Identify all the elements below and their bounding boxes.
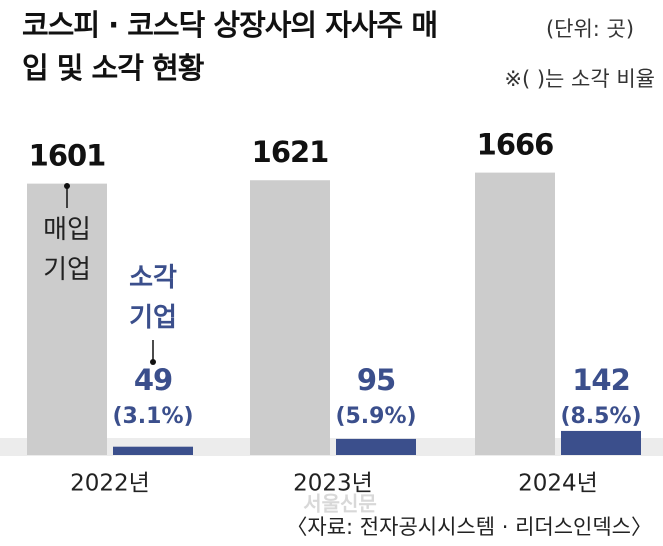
ratio-label: (5.9%) xyxy=(335,404,416,429)
source: 〈자료: 전자공시시스템 · 리더스인덱스〉 xyxy=(286,515,652,539)
bar xyxy=(336,438,416,455)
legend-label: 매입 기업 xyxy=(43,215,91,285)
value-label: 1621 xyxy=(252,135,329,169)
bar xyxy=(561,430,641,455)
x-tick-label: 2022년 xyxy=(70,471,150,497)
unit-note: (단위: 곳) xyxy=(546,17,634,41)
value-label: 142 xyxy=(572,363,630,397)
bar xyxy=(113,446,193,455)
x-tick-label: 2023년 xyxy=(293,471,373,497)
value-label: 1666 xyxy=(477,128,554,162)
watermark: 서울신문 xyxy=(303,492,377,516)
value-label: 95 xyxy=(357,363,395,397)
bar xyxy=(475,172,555,455)
legend-label: 소각 기업 xyxy=(129,263,177,333)
bar xyxy=(27,183,107,455)
x-tick-label: 2024년 xyxy=(518,471,598,497)
value-label: 1601 xyxy=(29,139,106,173)
title: 코스피 · 코스닥 상장사의 자사주 매입 및 소각 현황 xyxy=(22,8,438,85)
ratio-note: ※( )는 소각 비율 xyxy=(504,67,655,91)
value-label: 49 xyxy=(134,363,172,397)
ratio-label: (3.1%) xyxy=(112,404,193,429)
ratio-label: (8.5%) xyxy=(560,404,641,429)
bar xyxy=(250,180,330,456)
